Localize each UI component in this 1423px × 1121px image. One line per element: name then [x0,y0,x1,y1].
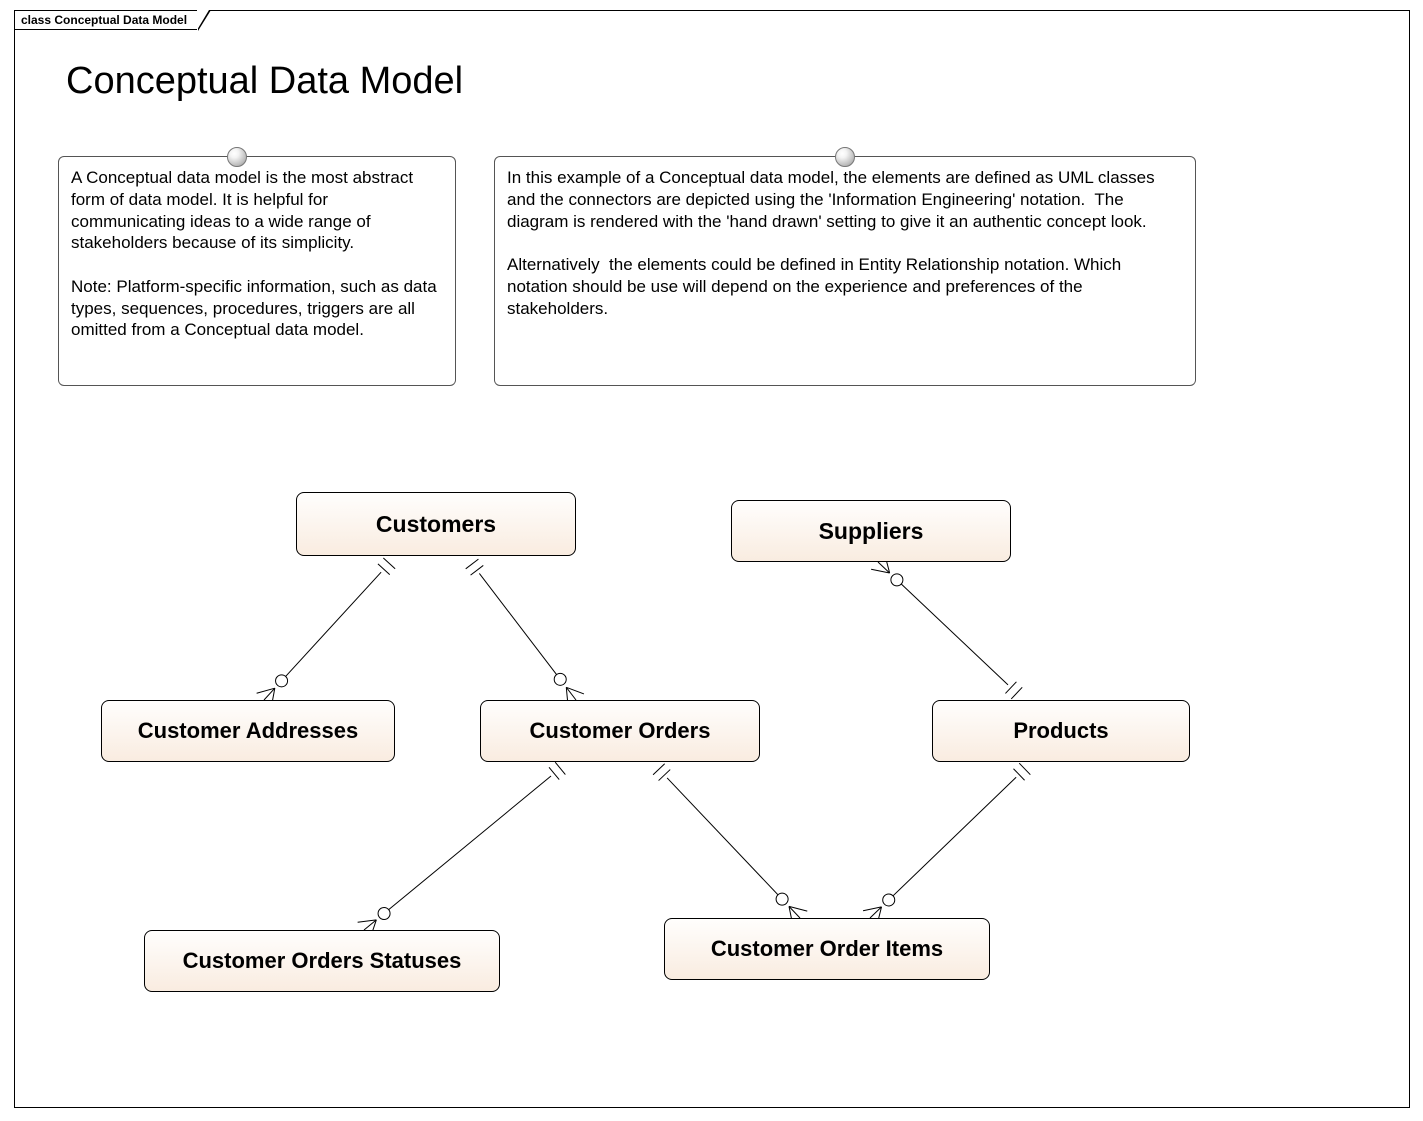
entity-customer-orders-statuses[interactable]: Customer Orders Statuses [144,930,500,992]
entity-customers[interactable]: Customers [296,492,576,556]
entity-customer-order-items[interactable]: Customer Order Items [664,918,990,980]
connector [863,763,1030,925]
entity-customer-orders[interactable]: Customer Orders [480,700,760,762]
connector [257,558,396,707]
connector [653,764,807,925]
connector [871,555,1022,699]
connector [466,559,584,706]
entity-customer-addresses[interactable]: Customer Addresses [101,700,395,762]
entity-suppliers[interactable]: Suppliers [731,500,1011,562]
connector [358,762,566,938]
entity-products[interactable]: Products [932,700,1190,762]
diagram-canvas: class Conceptual Data Model Conceptual D… [0,0,1423,1121]
